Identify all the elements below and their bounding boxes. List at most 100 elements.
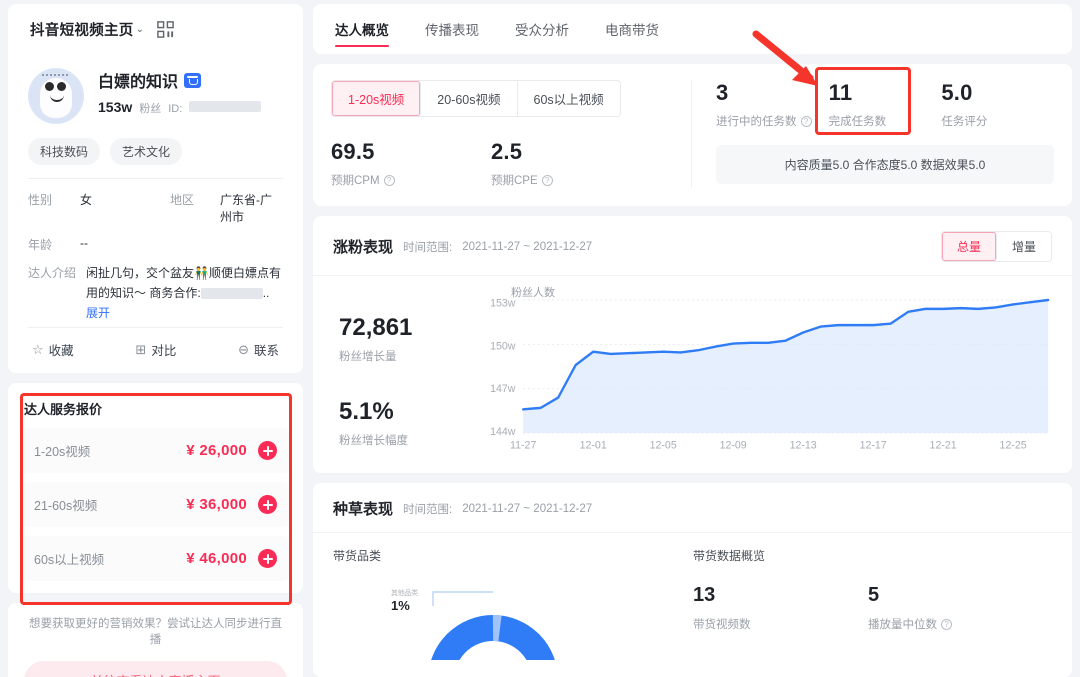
fans-rate-value: 5.1% <box>339 397 394 425</box>
stat-median-views: 5 播放量中位数? <box>868 584 1043 632</box>
field-value-intro: 闲扯几句，交个盆友👬顺便白嫖点有用的知识～ 商务合作:.. 展开 <box>86 264 283 323</box>
compare-button[interactable]: ⊞ 对比 <box>135 340 176 359</box>
duration-segment-control: 1-20s视频 20-60s视频 60s以上视频 <box>331 80 621 117</box>
pricing-section: 达人服务报价 1-20s视频 ¥ 26,000 21-60s视频 ¥ 36,00… <box>8 383 303 606</box>
live-promo-button[interactable]: 前往查看达人直播主页 <box>24 660 287 677</box>
stat-ongoing-label: 进行中的任务数 <box>716 116 797 128</box>
fans-growth-rate: 5.1% 粉丝增长幅度 <box>339 398 473 448</box>
left-sidebar: 抖音短视频主页 ⌄ 白嫖的知识 <box>8 4 303 677</box>
metric-cpe-label: 预期CPE <box>491 175 538 187</box>
profile-block: 白嫖的知识 153w 粉丝 ID: 科技数码 艺术文化 <box>8 54 303 373</box>
qr-code-icon[interactable] <box>156 20 175 39</box>
stat-completed-value: 11 <box>828 80 853 105</box>
plus-circle-icon[interactable] <box>258 549 277 569</box>
segment-20-60s[interactable]: 20-60s视频 <box>421 81 518 116</box>
contact-button[interactable]: ⊖ 联系 <box>238 340 279 359</box>
tab-spread[interactable]: 传播表现 <box>425 23 479 38</box>
stat-score-value: 5.0 <box>941 80 973 105</box>
help-icon[interactable]: ? <box>941 618 952 630</box>
metric-cpm: 69.5 预期CPM? <box>331 139 491 188</box>
price-row[interactable]: 1-20s视频 ¥ 26,000 <box>22 428 289 474</box>
fans-range-label: 时间范围: <box>403 241 453 254</box>
platform-selector[interactable]: 抖音短视频主页 ⌄ <box>30 19 144 40</box>
plus-circle-icon[interactable] <box>258 495 277 515</box>
fans-chart-labels: 144w 147w 150w 153w 11-27 12-01 12-05 12-09 12-1… <box>490 298 1027 452</box>
intro-emoji: 👬 <box>194 266 209 280</box>
overview-left: 1-20s视频 20-60s视频 60s以上视频 69.5 预期CPM? 2.5… <box>331 80 691 188</box>
overview-card: 1-20s视频 20-60s视频 60s以上视频 69.5 预期CPM? 2.5… <box>313 64 1072 206</box>
fans-side-stats: 72,861 粉丝增长量 5.1% 粉丝增长幅度 <box>333 288 473 463</box>
donut-percent: 1% <box>391 598 410 613</box>
tab-audience[interactable]: 受众分析 <box>515 23 569 38</box>
currency-symbol: ¥ <box>186 550 195 568</box>
price-row[interactable]: 21-60s视频 ¥ 36,000 <box>22 482 289 528</box>
sales-overview-block: 带货数据概览 13 带货视频数 5 播放量中位数? <box>693 547 1052 665</box>
svg-text:12-17: 12-17 <box>860 439 887 451</box>
stat-score-label: 任务评分 <box>941 116 988 128</box>
fans-growth-count: 72,861 粉丝增长量 <box>339 314 473 364</box>
svg-text:153w: 153w <box>490 298 516 310</box>
account-card: 抖音短视频主页 ⌄ 白嫖的知识 <box>8 4 303 374</box>
intro-part-2: 顺便白嫖点有用的 <box>86 266 281 300</box>
profile-actions: ☆ 收藏 ⊞ 对比 ⊖ 联系 <box>28 327 283 373</box>
donut-label: 其他品类 1% <box>391 588 418 613</box>
field-label-intro: 达人介绍 <box>28 266 77 280</box>
tab-overview[interactable]: 达人概览 <box>335 4 389 54</box>
expand-link[interactable]: 展开 <box>86 305 111 320</box>
fans-total-increment-toggle: 总量 增量 <box>940 231 1052 262</box>
field-value-age: -- <box>80 236 88 250</box>
donut-tiny-label: 其他品类 <box>391 590 418 597</box>
favorite-button[interactable]: ☆ 收藏 <box>32 340 74 359</box>
toggle-total[interactable]: 总量 <box>941 232 997 261</box>
tab-ecommerce[interactable]: 电商带货 <box>605 23 659 38</box>
live-promo-card: 想要获取更好的营销效果？尝试让达人同步进行直播 前往查看达人直播主页 <box>8 603 303 677</box>
chart-y-axis-title: 粉丝人数 <box>511 287 555 299</box>
toggle-increment[interactable]: 增量 <box>996 232 1051 261</box>
svg-text:150w: 150w <box>490 340 516 352</box>
overview-metrics: 69.5 预期CPM? 2.5 预期CPE? <box>331 139 681 188</box>
metric-cpm-value: 69.5 <box>331 139 375 164</box>
contact-label: 联系 <box>253 344 279 359</box>
plus-circle-icon[interactable] <box>258 441 277 461</box>
intro-tail: .. <box>262 285 270 300</box>
price-row[interactable]: 60s以上视频 ¥ 46,000 <box>22 536 289 582</box>
fans-growth-card: 涨粉表现 时间范围: 2021-11-27 ~ 2021-12-27 总量 增量… <box>313 216 1072 473</box>
star-icon: ☆ <box>32 341 44 357</box>
help-icon[interactable]: ? <box>383 174 395 186</box>
intro-part-1: 闲扯几句，交个盆友 <box>86 266 195 280</box>
svg-text:12-21: 12-21 <box>930 439 957 451</box>
fans-growth-value: 72,861 <box>339 313 413 341</box>
profile-fields: 性别 女 地区 广东省-广州市 年龄 -- 达人介绍 闲扯几句，交个盆友👬顺便白… <box>28 179 283 323</box>
stat-completed-label: 完成任务数 <box>828 116 887 128</box>
favorite-label: 收藏 <box>48 344 74 359</box>
fans-range-value: 2021-11-27 ~ 2021-12-27 <box>462 240 593 253</box>
price-row-label: 1-20s视频 <box>34 445 91 460</box>
help-icon[interactable]: ? <box>800 115 812 127</box>
field-value-gender: 女 <box>80 193 93 207</box>
stat-completed-tasks: 11 完成任务数 <box>814 67 942 135</box>
stat-ongoing-tasks: 3 进行中的任务数? <box>716 80 829 129</box>
price-row-label: 60s以上视频 <box>34 553 105 568</box>
pricing-card: 达人服务报价 1-20s视频 ¥ 26,000 21-60s视频 ¥ 36,00… <box>8 383 303 594</box>
svg-text:12-25: 12-25 <box>1000 439 1027 451</box>
stat-median-views-label: 播放量中位数 <box>868 619 937 631</box>
intro-part-3: 知识～ 商务合作: <box>110 285 201 300</box>
profile-tag[interactable]: 艺术文化 <box>110 138 183 165</box>
price-value: 36,000 <box>199 496 247 514</box>
stat-ongoing-value: 3 <box>716 80 729 105</box>
grass-section-title: 种草表现 <box>333 501 394 518</box>
fans-chart: 粉丝人数 144w 147w 150w 153w 11-27 12-01 12-05 12-0… <box>473 287 1052 463</box>
svg-text:12-05: 12-05 <box>650 439 677 451</box>
help-icon[interactable]: ? <box>541 174 553 186</box>
chevron-down-icon: ⌄ <box>135 23 144 35</box>
segment-60s-plus[interactable]: 60s以上视频 <box>517 81 620 116</box>
platform-label: 抖音短视频主页 <box>30 22 134 39</box>
price-row-amount: ¥ 46,000 <box>186 550 247 567</box>
profile-tag[interactable]: 科技数码 <box>28 138 101 165</box>
currency-symbol: ¥ <box>186 496 195 514</box>
metric-cpm-label: 预期CPM <box>331 175 380 187</box>
divider <box>28 178 283 179</box>
segment-1-20s[interactable]: 1-20s视频 <box>332 81 422 116</box>
sales-overview-title: 带货数据概览 <box>693 549 766 563</box>
category-title: 带货品类 <box>333 549 382 563</box>
